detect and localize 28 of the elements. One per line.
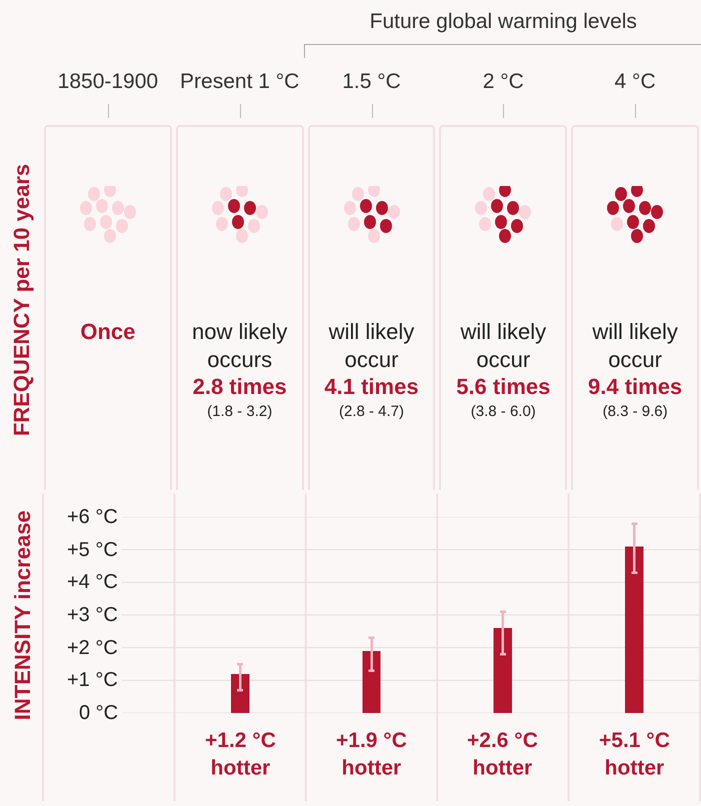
y-tick-label: +1 °C	[67, 669, 118, 691]
data-label: +2.6 °C hotter	[467, 729, 538, 780]
category-label: 2 °C	[482, 70, 525, 94]
y-tick-label: +2 °C	[67, 637, 118, 659]
data-label: will likely occur 5.6 times (3.8 - 6.0)	[455, 318, 552, 422]
data-label: +1.2 °C hotter	[205, 729, 276, 780]
data-label: +5.1 °C hotter	[599, 729, 670, 780]
y-axis-title: INTENSITY increase	[10, 510, 36, 720]
y-tick-label: +6 °C	[67, 506, 118, 528]
data-label: will likely occur 9.4 times (8.3 - 9.6)	[587, 318, 684, 422]
category-label: 1850-1900	[56, 70, 160, 94]
y-tick-label: +5 °C	[67, 539, 118, 561]
bar	[494, 628, 512, 713]
text: FREQUENCY per 10 years	[9, 164, 35, 436]
category-label: 4 °C	[614, 70, 657, 94]
y-tick-label: +4 °C	[67, 571, 118, 593]
text: Future global warming levels	[368, 10, 638, 34]
category-label: 1.5 °C	[341, 70, 402, 94]
data-label: +1.9 °C hotter	[336, 729, 407, 780]
bar	[625, 546, 644, 713]
y-tick-label: 0 °C	[79, 702, 118, 724]
bar	[362, 650, 381, 713]
y-tick-label: +3 °C	[67, 604, 118, 626]
data-label: will likely occur 4.1 times (2.8 - 4.7)	[323, 318, 420, 422]
data-label: Once	[79, 318, 136, 346]
data-label: now likely occurs 2.8 times (1.8 - 3.2)	[191, 318, 288, 422]
bar	[230, 674, 250, 713]
category-label: Present 1 °C	[179, 70, 300, 94]
